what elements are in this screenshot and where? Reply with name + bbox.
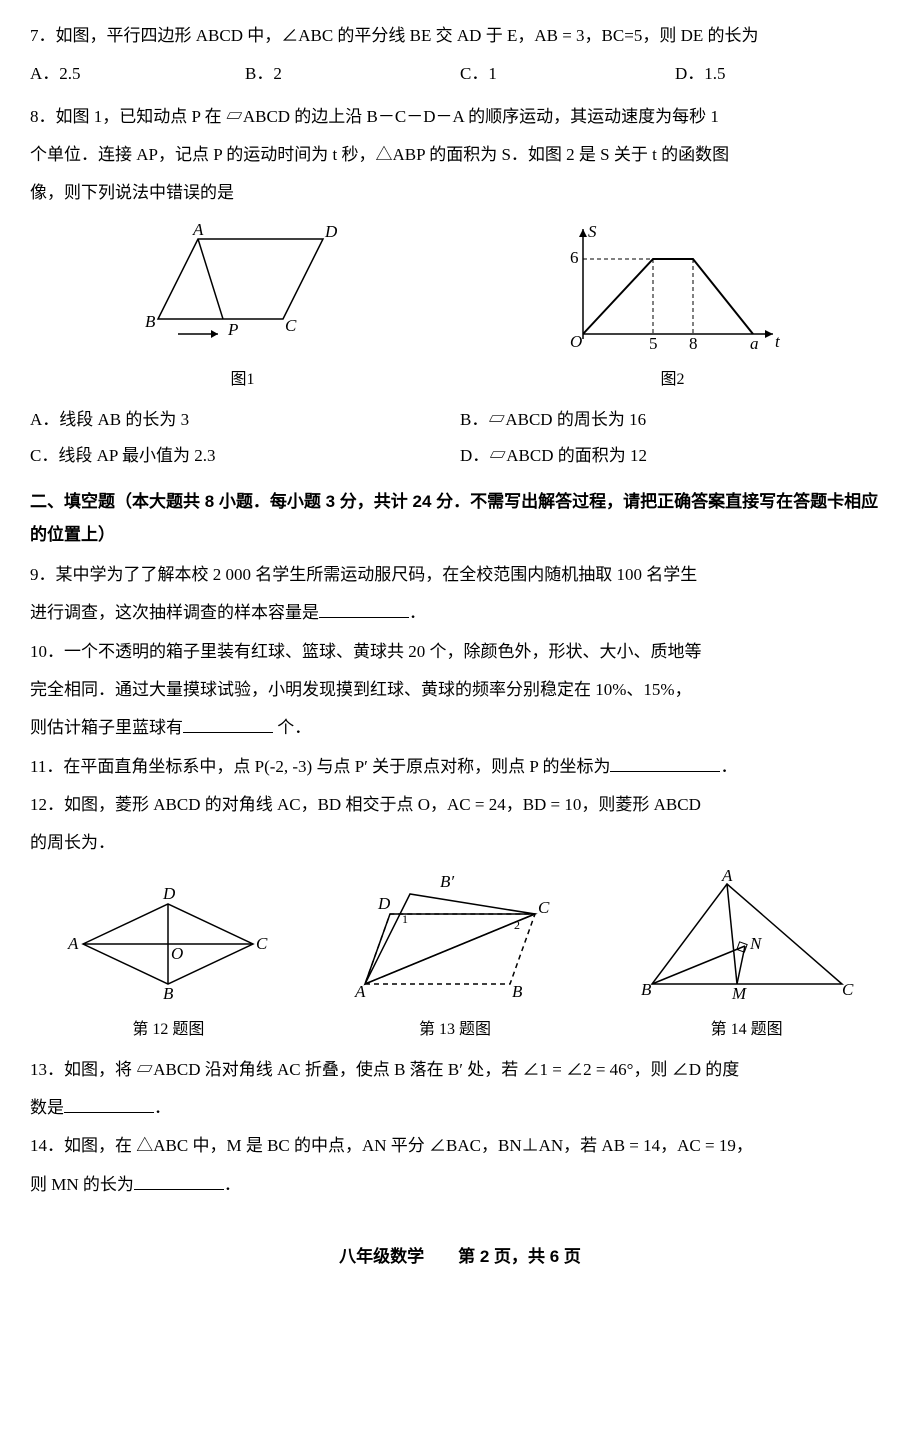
fig1-label-b: B — [145, 312, 156, 331]
q12-line2: 的周长为． — [30, 827, 890, 859]
q8-fig1-svg: A D B C P — [133, 219, 353, 359]
q14-line2a: 则 MN 的长为 — [30, 1175, 134, 1194]
section2-heading: 二、填空题（本大题共 8 小题．每小题 3 分，共计 24 分．不需写出解答过程… — [30, 486, 890, 551]
q12-ld: D — [162, 884, 176, 903]
q8-fig1-col: A D B C P 图1 — [133, 219, 353, 395]
q13-fig-caption: 第 13 题图 — [340, 1015, 570, 1045]
q9-line2-text: 进行调查，这次抽样调查的样本容量是 — [30, 603, 319, 622]
q12-fig-caption: 第 12 题图 — [63, 1015, 273, 1045]
q13-line2a: 数是 — [30, 1098, 64, 1117]
q9-after: ． — [409, 603, 426, 622]
q8-opt-d: D．▱ABCD 的面积为 12 — [460, 440, 890, 472]
q7-opt-d: D．1.5 — [675, 58, 890, 90]
q14-line2: 则 MN 的长为 ． — [30, 1169, 890, 1201]
page-footer: 八年级数学 第 2 页，共 6 页 — [30, 1241, 890, 1273]
q13-ld: D — [377, 894, 391, 913]
fig1-label-d: D — [324, 222, 338, 241]
q9-blank[interactable] — [319, 600, 409, 618]
q7-opt-a: A．2.5 — [30, 58, 245, 90]
q8-fig2-svg: S 6 O 5 8 a t — [558, 219, 788, 359]
figs-12-13-14: A D C B O 第 12 题图 A B C D B′ 1 2 第 13 题图 — [30, 869, 890, 1045]
q13-lb: B — [512, 982, 523, 1001]
q8-fig2-caption: 图2 — [558, 365, 788, 395]
q8-line1: 8．如图 1，已知动点 P 在 ▱ABCD 的边上沿 B－C－D－A 的顺序运动… — [30, 101, 890, 133]
q10-blank[interactable] — [183, 715, 273, 733]
q12-fig-svg: A D C B O — [63, 879, 273, 1009]
fig2-label-6: 6 — [570, 248, 579, 267]
q14-la: A — [721, 869, 733, 885]
q12-fig-col: A D C B O 第 12 题图 — [63, 879, 273, 1045]
fig2-label-8: 8 — [689, 334, 698, 353]
q10-line3a: 则估计箱子里蓝球有 — [30, 718, 183, 737]
q14-ln: N — [749, 934, 763, 953]
q13-l2n: 2 — [514, 918, 520, 932]
q10-line3: 则估计箱子里蓝球有 个． — [30, 712, 890, 744]
q14-fig-col: A B C M N 第 14 题图 — [637, 869, 857, 1045]
q10-line3b: 个． — [277, 718, 311, 737]
q9-line1: 9．某中学为了了解本校 2 000 名学生所需运动服尺码，在全校范围内随机抽取 … — [30, 559, 890, 591]
q10-line1: 10．一个不透明的箱子里装有红球、篮球、黄球共 20 个，除颜色外，形状、大小、… — [30, 636, 890, 668]
q11: 11．在平面直角坐标系中，点 P(-2, -3) 与点 P′ 关于原点对称，则点… — [30, 751, 890, 783]
q13-la: A — [354, 982, 366, 1001]
q14-fig-caption: 第 14 题图 — [637, 1015, 857, 1045]
q14-fig-svg: A B C M N — [637, 869, 857, 1009]
fig1-label-c: C — [285, 316, 297, 335]
q10-line2: 完全相同．通过大量摸球试验，小明发现摸到红球、黄球的频率分别稳定在 10%、15… — [30, 674, 890, 706]
fig2-label-o: O — [570, 332, 582, 351]
q13-blank[interactable] — [64, 1095, 154, 1113]
q8-fig1-caption: 图1 — [133, 365, 353, 395]
q8-line3: 像，则下列说法中错误的是 — [30, 177, 890, 209]
q7-options: A．2.5 B．2 C．1 D．1.5 — [30, 58, 890, 90]
q14-lb: B — [641, 980, 652, 999]
fig1-label-a: A — [192, 220, 204, 239]
q12-lo: O — [171, 944, 183, 963]
fig1-label-p: P — [227, 320, 238, 339]
q8-opt-a: A．线段 AB 的长为 3 — [30, 404, 460, 436]
q12-line1: 12．如图，菱形 ABCD 的对角线 AC，BD 相交于点 O，AC = 24，… — [30, 789, 890, 821]
q12-la: A — [67, 934, 79, 953]
q13-line2: 数是 ． — [30, 1092, 890, 1124]
q14-line1: 14．如图，在 △ABC 中，M 是 BC 的中点，AN 平分 ∠BAC，BN⊥… — [30, 1130, 890, 1162]
q8-options: A．线段 AB 的长为 3 B．▱ABCD 的周长为 16 C．线段 AP 最小… — [30, 404, 890, 477]
q8-opt-b: B．▱ABCD 的周长为 16 — [460, 404, 890, 436]
q7-text: 7．如图，平行四边形 ABCD 中，∠ABC 的平分线 BE 交 AD 于 E，… — [30, 20, 890, 52]
q8-opt-c: C．线段 AP 最小值为 2.3 — [30, 440, 460, 472]
q13-line2b: ． — [154, 1098, 171, 1117]
q14-blank[interactable] — [134, 1172, 224, 1190]
q11-blank[interactable] — [610, 754, 720, 772]
q12-lb: B — [163, 984, 174, 1003]
q13-fig-svg: A B C D B′ 1 2 — [340, 869, 570, 1009]
fig2-label-s: S — [588, 222, 597, 241]
q8-figures: A D B C P 图1 S 6 O 5 8 a t 图2 — [30, 219, 890, 395]
q13-line1: 13．如图，将 ▱ABCD 沿对角线 AC 折叠，使点 B 落在 B′ 处，若 … — [30, 1054, 890, 1086]
q14-lc: C — [842, 980, 854, 999]
fig2-label-t: t — [775, 332, 781, 351]
fig2-label-5: 5 — [649, 334, 658, 353]
q13-l1n: 1 — [402, 912, 408, 926]
q13-fig-col: A B C D B′ 1 2 第 13 题图 — [340, 869, 570, 1045]
q8-line2: 个单位．连接 AP，记点 P 的运动时间为 t 秒，△ABP 的面积为 S．如图… — [30, 139, 890, 171]
q13-lc: C — [538, 898, 550, 917]
q7-opt-c: C．1 — [460, 58, 675, 90]
q14-lm: M — [731, 984, 747, 1003]
q13-lbp: B′ — [440, 872, 454, 891]
q7-opt-b: B．2 — [245, 58, 460, 90]
q14-line2b: ． — [224, 1175, 241, 1194]
q12-lc: C — [256, 934, 268, 953]
q9-line2: 进行调查，这次抽样调查的样本容量是 ． — [30, 597, 890, 629]
q11-pre: 11．在平面直角坐标系中，点 P(-2, -3) 与点 P′ 关于原点对称，则点… — [30, 757, 610, 776]
q11-after: ． — [720, 757, 737, 776]
fig2-label-a: a — [750, 334, 759, 353]
q8-fig2-col: S 6 O 5 8 a t 图2 — [558, 219, 788, 395]
